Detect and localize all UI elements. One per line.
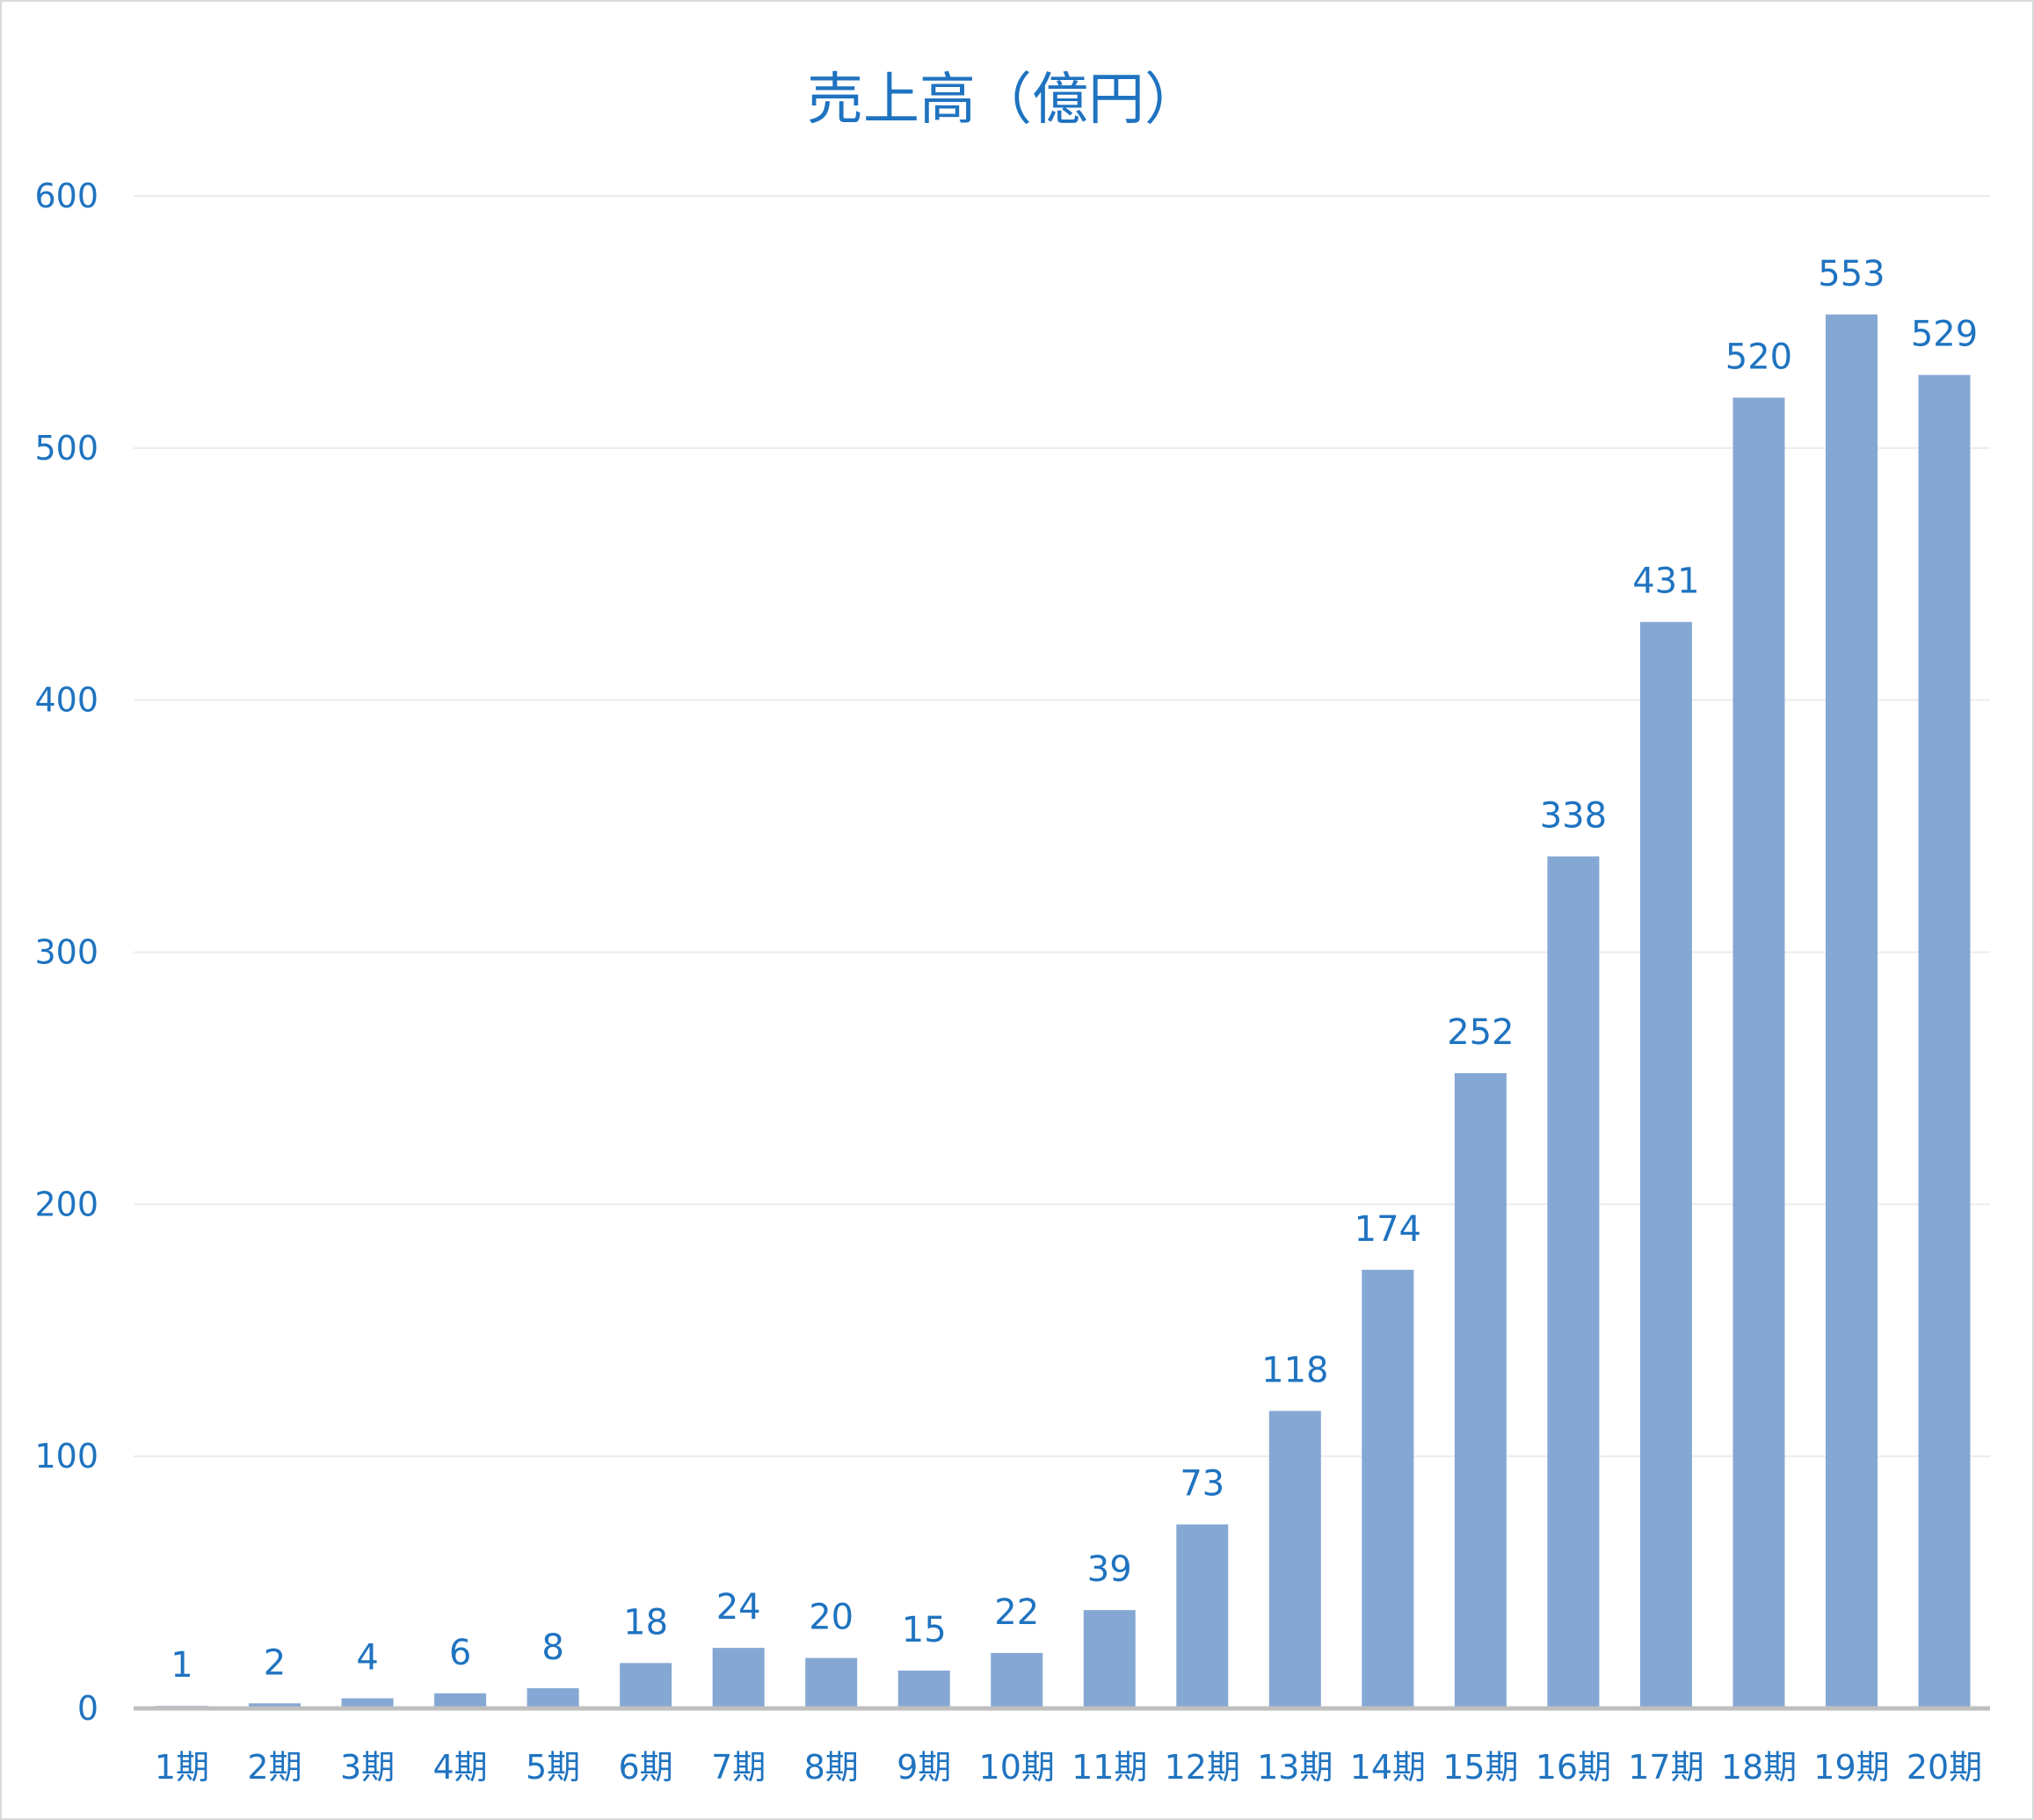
bar: [712, 1648, 765, 1708]
x-tick-label: 14期: [1350, 1748, 1426, 1787]
bar: [1918, 374, 1971, 1709]
bar: [620, 1663, 672, 1708]
y-axis-tick-labels: 0 100 200 300 400 500 600: [34, 177, 98, 1728]
x-axis-category-labels: 1期 2期 3期 4期 5期 6期 7期 8期 9期 10期 11期 12期 13期 14期 15期 16期 1…: [155, 1748, 1982, 1787]
data-label: 520: [1725, 337, 1792, 377]
y-tick-label: 200: [34, 1185, 98, 1223]
x-tick-label: 5期: [526, 1748, 580, 1787]
x-tick-label: 12期: [1165, 1748, 1240, 1787]
bar: [1268, 1410, 1321, 1708]
x-tick-label: 1期: [155, 1748, 209, 1787]
data-label: 20: [809, 1598, 854, 1638]
data-label: 8: [541, 1628, 563, 1668]
y-tick-label: 100: [34, 1437, 98, 1476]
bar: [1733, 397, 1785, 1708]
gridlines: [134, 195, 1990, 1458]
data-label: 252: [1447, 1012, 1514, 1053]
bar: [1362, 1269, 1414, 1708]
x-tick-label: 2期: [247, 1748, 301, 1787]
data-label: 529: [1911, 315, 1978, 355]
y-tick-label: 600: [34, 177, 98, 215]
data-label: 24: [716, 1587, 761, 1628]
x-tick-label: 10期: [979, 1748, 1055, 1787]
y-tick-label: 0: [77, 1689, 98, 1728]
x-tick-label: 8期: [804, 1748, 859, 1787]
x-tick-label: 7期: [711, 1748, 766, 1787]
bar: [1639, 621, 1692, 1709]
y-tick-label: 400: [34, 681, 98, 720]
x-tick-label: 9期: [897, 1748, 951, 1787]
data-label: 174: [1355, 1209, 1421, 1250]
x-tick-label: 17期: [1628, 1748, 1703, 1787]
bar: [527, 1688, 579, 1708]
bar: [991, 1652, 1043, 1708]
data-label: 1: [171, 1645, 193, 1686]
bar: [897, 1670, 950, 1708]
bar: [341, 1698, 394, 1708]
x-tick-label: 11期: [1071, 1748, 1147, 1787]
x-tick-label: 20期: [1907, 1748, 1982, 1787]
data-labels: 1 2 4 6 818 24 20 15 223973118174252338431520553…: [171, 254, 1978, 1686]
x-tick-label: 18期: [1721, 1748, 1797, 1787]
bar: [1547, 856, 1600, 1708]
y-tick-label: 500: [34, 429, 98, 468]
bar: [1083, 1610, 1136, 1708]
y-tick-label: 300: [34, 933, 98, 972]
data-label: 18: [623, 1602, 668, 1642]
x-tick-label: 13期: [1257, 1748, 1333, 1787]
bar: [434, 1693, 487, 1708]
data-label: 553: [1818, 254, 1885, 294]
data-label: 2: [264, 1642, 286, 1683]
bar: [1825, 314, 1878, 1709]
data-label: 118: [1261, 1351, 1328, 1391]
data-label: 431: [1632, 562, 1699, 602]
x-tick-label: 6期: [619, 1748, 673, 1787]
data-label: 4: [356, 1638, 378, 1679]
data-label: 15: [902, 1610, 947, 1650]
bar: [1176, 1524, 1229, 1708]
x-tick-label: 4期: [432, 1748, 487, 1787]
chart-title: 売上高（億円）: [807, 68, 1201, 133]
bar: [249, 1703, 301, 1708]
bar: [1454, 1073, 1507, 1708]
data-label: 6: [449, 1633, 471, 1673]
x-tick-label: 19期: [1813, 1748, 1889, 1787]
data-label: 22: [994, 1592, 1039, 1633]
bars: [156, 314, 1971, 1709]
x-tick-label: 16期: [1536, 1748, 1611, 1787]
bar: [805, 1657, 858, 1708]
data-label: 39: [1087, 1549, 1132, 1590]
data-label: 73: [1180, 1464, 1224, 1505]
data-label: 338: [1540, 796, 1607, 837]
x-tick-label: 3期: [340, 1748, 395, 1787]
x-tick-label: 15期: [1442, 1748, 1518, 1787]
